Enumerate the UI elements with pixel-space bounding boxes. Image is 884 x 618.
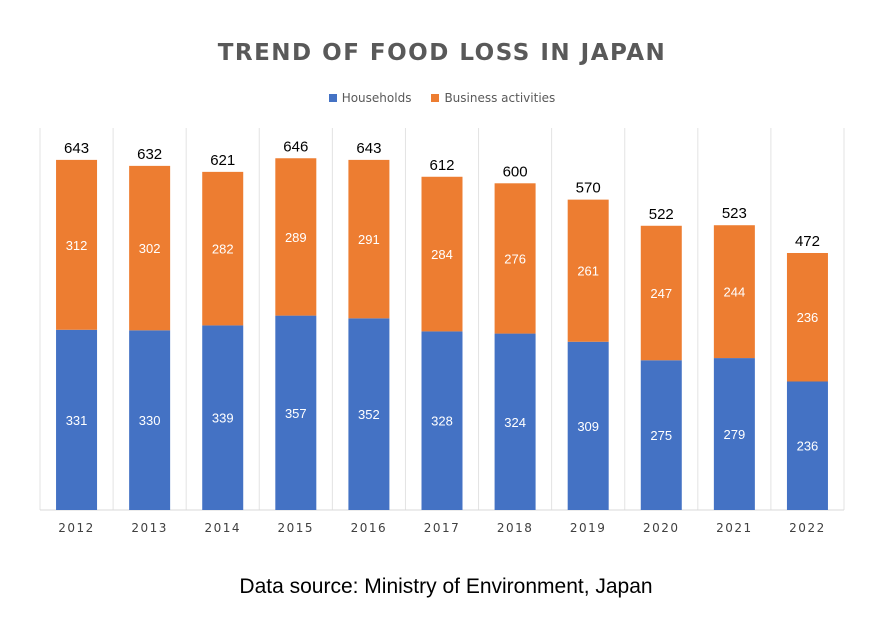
- total-label-2019: 570: [576, 180, 601, 197]
- bar-households-2012: [56, 329, 98, 510]
- data-label-business-2017: 284: [431, 247, 453, 262]
- x-tick-label-2020: 2020: [643, 521, 680, 535]
- legend-swatch-business: [431, 94, 440, 102]
- bar-business-2021: [713, 225, 755, 359]
- x-tick-label-2018: 2018: [497, 521, 534, 535]
- bar-business-2020: [640, 225, 682, 361]
- data-label-business-2020: 247: [650, 286, 672, 301]
- total-label-2021: 523: [722, 205, 747, 222]
- data-label-households-2014: 339: [212, 411, 234, 426]
- data-label-business-2019: 261: [577, 264, 599, 279]
- total-label-2017: 612: [429, 157, 454, 174]
- data-label-business-2013: 302: [139, 241, 161, 256]
- bar-business-2013: [129, 165, 171, 331]
- data-label-business-2021: 244: [724, 285, 746, 300]
- bar-business-2015: [275, 158, 317, 316]
- bar-business-2022: [786, 252, 828, 382]
- x-tick-label-2022: 2022: [789, 521, 826, 535]
- total-label-2015: 646: [283, 138, 308, 155]
- total-label-2012: 643: [64, 140, 89, 157]
- bar-households-2015: [275, 315, 317, 510]
- data-label-business-2016: 291: [358, 232, 380, 247]
- data-label-households-2020: 275: [650, 428, 672, 443]
- legend-item-business: Business activities: [431, 91, 555, 105]
- x-tick-label-2012: 2012: [58, 521, 95, 535]
- data-label-households-2022: 236: [797, 439, 819, 454]
- bar-business-2018: [494, 183, 536, 334]
- legend-item-households: Households: [328, 91, 412, 105]
- x-tick-label-2016: 2016: [351, 521, 388, 535]
- chart-title: TREND OF FOOD LOSS IN JAPAN: [217, 40, 667, 66]
- x-tick-label-2014: 2014: [204, 521, 241, 535]
- bar-business-2019: [567, 199, 609, 342]
- legend-label-business: Business activities: [444, 91, 556, 105]
- bar-households-2020: [640, 360, 682, 510]
- data-label-households-2012: 331: [66, 413, 88, 428]
- data-label-business-2022: 236: [797, 310, 819, 325]
- bar-business-2012: [56, 159, 98, 330]
- x-tick-label-2019: 2019: [570, 521, 607, 535]
- data-label-business-2015: 289: [285, 230, 307, 245]
- bar-households-2021: [713, 358, 755, 510]
- total-label-2013: 632: [137, 146, 162, 163]
- bar-households-2017: [421, 331, 463, 510]
- data-label-households-2019: 309: [577, 419, 599, 434]
- bar-business-2016: [348, 159, 390, 319]
- legend-label-households: Households: [341, 91, 412, 105]
- bar-households-2022: [786, 381, 828, 510]
- x-tick-label-2017: 2017: [424, 521, 461, 535]
- data-source-note: Data source: Ministry of Environment, Ja…: [239, 575, 653, 598]
- bar-households-2016: [348, 318, 390, 510]
- bar-business-2017: [421, 176, 463, 332]
- bar-business-2014: [202, 171, 244, 326]
- data-label-households-2013: 330: [139, 413, 161, 428]
- bar-households-2014: [202, 325, 244, 510]
- total-label-2016: 643: [356, 140, 381, 157]
- data-label-business-2018: 276: [504, 251, 526, 266]
- x-tick-label-2013: 2013: [131, 521, 168, 535]
- bar-households-2019: [567, 341, 609, 510]
- legend-swatch-households: [328, 94, 337, 102]
- data-label-business-2014: 282: [212, 242, 234, 257]
- data-label-business-2012: 312: [66, 238, 88, 253]
- data-label-households-2017: 328: [431, 414, 453, 429]
- data-label-households-2016: 352: [358, 407, 380, 422]
- bar-households-2013: [129, 330, 171, 510]
- total-label-2020: 522: [649, 206, 674, 223]
- data-label-households-2018: 324: [504, 415, 526, 430]
- total-label-2018: 600: [503, 163, 528, 180]
- data-label-households-2015: 357: [285, 406, 307, 421]
- bar-households-2018: [494, 333, 536, 510]
- chart-legend: Households Business activities: [0, 91, 884, 105]
- data-label-households-2021: 279: [724, 427, 746, 442]
- total-label-2014: 621: [210, 152, 235, 169]
- total-label-2022: 472: [795, 233, 820, 250]
- x-tick-label-2021: 2021: [716, 521, 753, 535]
- x-tick-label-2015: 2015: [278, 521, 315, 535]
